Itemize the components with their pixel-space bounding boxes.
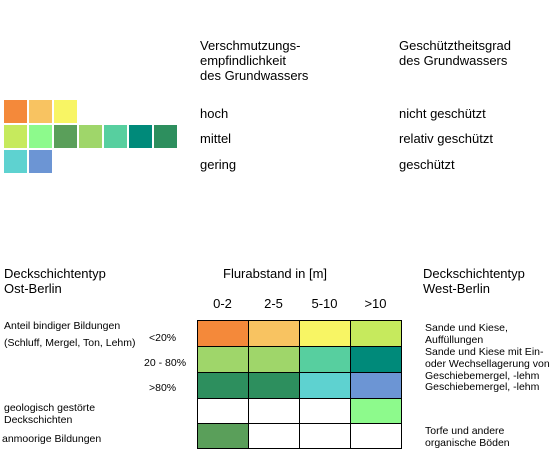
west-till: Geschiebemergel, -lehm [425, 381, 540, 393]
west-berlin-header: Deckschichtentyp West-Berlin [423, 266, 525, 296]
cell-r2-c4 [350, 346, 402, 373]
cell-r5-c3 [299, 423, 351, 449]
cell-r3-c2 [248, 372, 300, 399]
depth-header: Flurabstand in [m] [223, 266, 328, 281]
east-berlin-header: Deckschichtentyp Ost-Berlin [4, 266, 106, 296]
protection-protected: geschützt [399, 157, 455, 172]
swatch-high-1 [3, 99, 28, 124]
legend-swatches [3, 99, 183, 179]
column-5-10: 5-10 [311, 296, 338, 311]
cell-r3-c1 [197, 372, 249, 399]
sensitivity-header: Verschmutzungs- empfindlichkeit des Grun… [200, 38, 309, 83]
swatch-medium-1 [3, 124, 28, 149]
west-sands-gravels: Sande und Kiese, Auffüllungen [425, 322, 508, 346]
sensitivity-low: gering [200, 157, 237, 172]
swatch-medium-5 [103, 124, 128, 149]
protection-none: nicht geschützt [399, 106, 486, 121]
cell-r5-c2 [248, 423, 300, 449]
protection-relative: relativ geschützt [399, 131, 493, 146]
swatch-medium-6 [128, 124, 153, 149]
swatch-medium-4 [78, 124, 103, 149]
cell-r1-c2 [248, 320, 300, 347]
pct-gt-80: >80% [149, 382, 177, 394]
column-gt-10: >10 [364, 296, 387, 311]
swatch-high-2 [28, 99, 53, 124]
cell-r1-c1 [197, 320, 249, 347]
binding-label-line1: Anteil bindiger Bildungen [4, 320, 121, 332]
swatch-high-3 [53, 99, 78, 124]
cell-r5-c1 [197, 423, 249, 449]
swatch-medium-7 [153, 124, 178, 149]
west-peat: Torfe und andere organische Böden [425, 425, 510, 449]
disturbed-layers-label: geologisch gestörte Deckschichten [4, 402, 96, 426]
cell-r3-c3 [299, 372, 351, 399]
swatch-low-2 [28, 149, 53, 174]
protection-header: Geschütztheitsgrad des Grundwassers [399, 38, 512, 68]
cell-r4-c3 [299, 398, 351, 424]
cell-r2-c2 [248, 346, 300, 373]
west-sands-with-till: Sande und Kiese mit Ein- oder Wechsellag… [425, 346, 550, 382]
cell-r4-c2 [248, 398, 300, 424]
binding-label-line2: (Schluff, Mergel, Ton, Lehm) [4, 337, 136, 349]
cell-r1-c3 [299, 320, 351, 347]
matrix-grid [197, 320, 402, 449]
swatch-medium-2 [28, 124, 53, 149]
swatch-low-1 [3, 149, 28, 174]
pct-lt-20: <20% [149, 332, 177, 344]
cell-r4-c1 [197, 398, 249, 424]
column-2-5: 2-5 [264, 296, 283, 311]
pct-20-80: 20 - 80% [144, 357, 187, 369]
cell-r2-c3 [299, 346, 351, 373]
bog-formations-label: anmoorige Bildungen [2, 433, 102, 445]
sensitivity-medium: mittel [200, 131, 232, 146]
column-0-2: 0-2 [213, 296, 232, 311]
sensitivity-high: hoch [200, 106, 229, 121]
swatch-medium-3 [53, 124, 78, 149]
cell-r5-c4 [350, 423, 402, 449]
cell-r2-c1 [197, 346, 249, 373]
cell-r4-c4 [350, 398, 402, 424]
cell-r3-c4 [350, 372, 402, 399]
cell-r1-c4 [350, 320, 402, 347]
